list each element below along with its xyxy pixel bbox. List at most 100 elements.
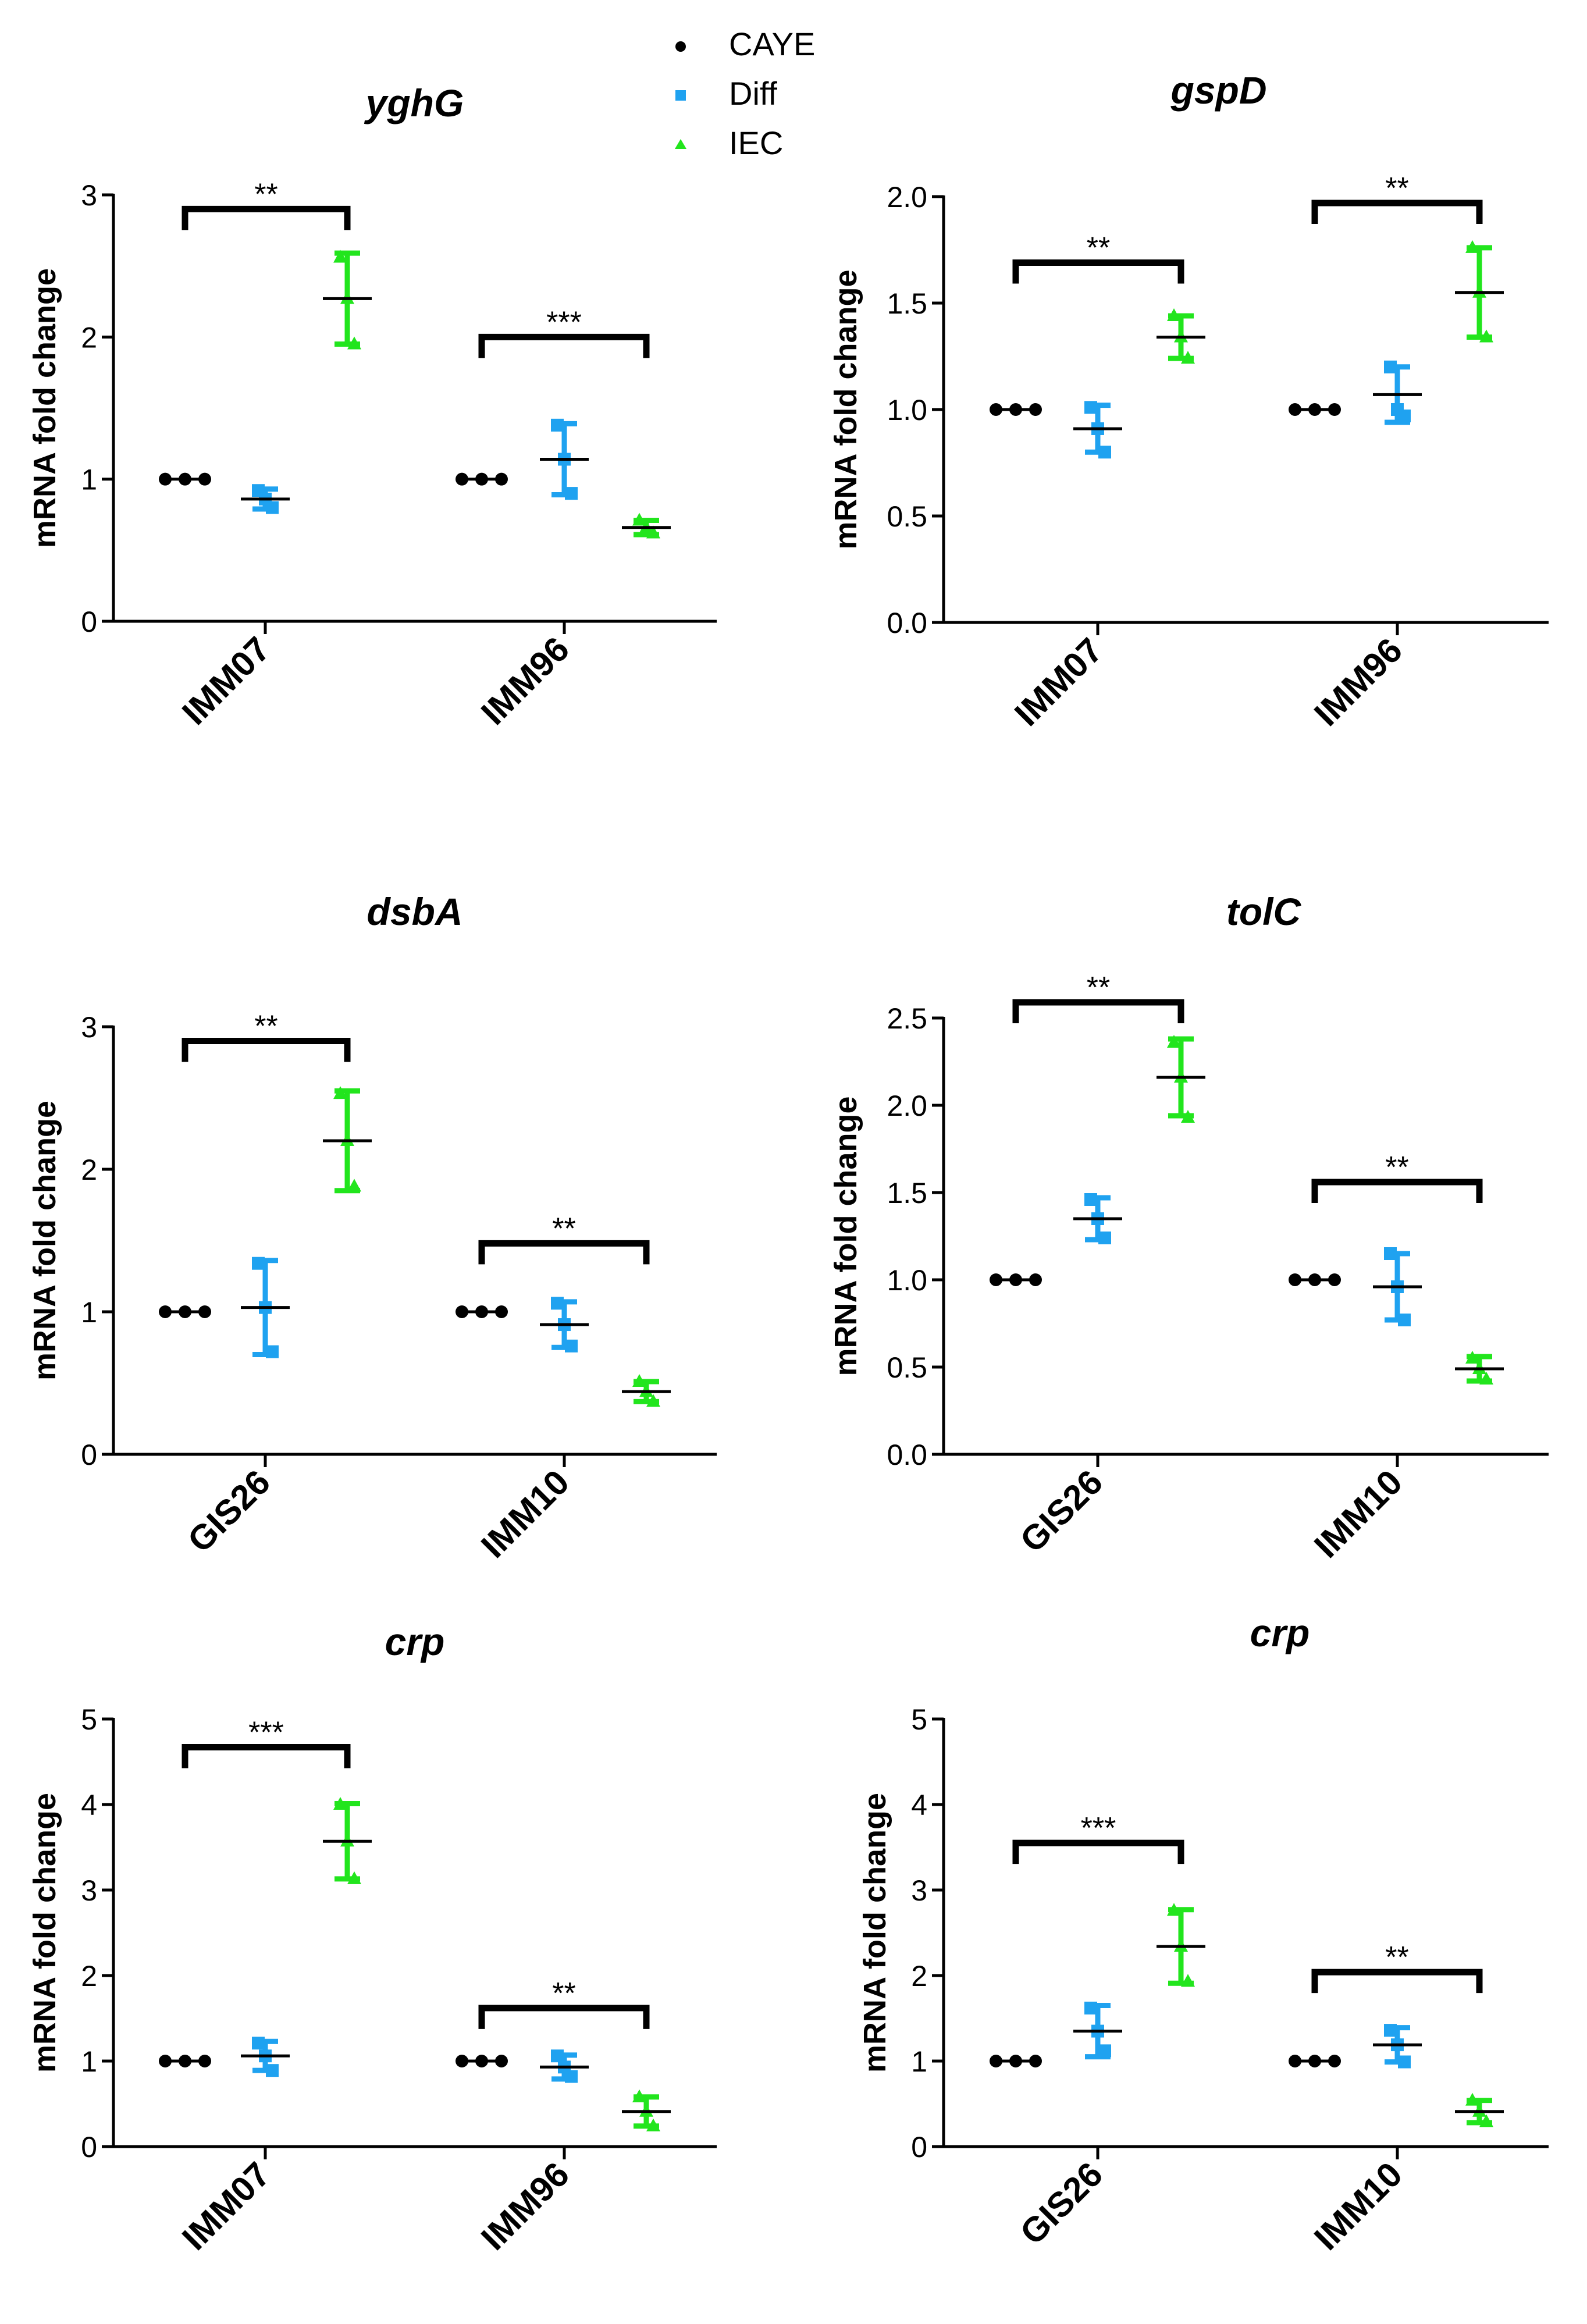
y-axis-label: mRNA fold change	[27, 268, 62, 548]
y-tick-label: 0.0	[887, 1439, 927, 1471]
significance-bracket	[478, 1240, 650, 1265]
x-tick-label: GIS26	[1013, 1462, 1111, 1560]
y-tick-label: 0	[81, 2131, 97, 2163]
data-point-diff	[1098, 2044, 1111, 2058]
y-tick-label: 3	[911, 1874, 927, 1907]
x-tick-label: IMM07	[175, 2155, 277, 2258]
data-point-iec	[1479, 329, 1493, 343]
data-point-diff	[551, 2049, 564, 2063]
data-point-iec	[1479, 1372, 1493, 1385]
data-point-iec	[347, 1871, 361, 1884]
x-tick-label: IMM10	[1307, 2155, 1410, 2258]
legend-diff-label: Diff	[729, 75, 777, 112]
y-tick-label: 5	[81, 1703, 97, 1736]
significance-bracket	[1311, 1969, 1483, 1994]
chart-title: crp	[1250, 1611, 1310, 1654]
data-point-diff	[565, 487, 578, 500]
data-point-iec	[646, 525, 660, 539]
y-tick-label: 0.5	[887, 500, 927, 533]
y-tick-label: 2.5	[887, 1002, 927, 1035]
y-tick-label: 1	[81, 464, 97, 496]
significance-bracket	[1012, 259, 1184, 284]
data-point-diff	[1084, 1193, 1097, 1206]
significance-bracket	[1012, 999, 1184, 1023]
y-axis-label: mRNA fold change	[828, 269, 863, 549]
y-tick-label: 3	[81, 179, 97, 212]
x-tick-label: IMM10	[1307, 1462, 1410, 1565]
significance-label: **	[552, 1212, 575, 1245]
data-point-iec	[1167, 1035, 1181, 1048]
data-point-iec	[1479, 2114, 1493, 2127]
y-axis-label: mRNA fold change	[857, 1793, 892, 2073]
data-point-diff	[1398, 1314, 1411, 1326]
y-tick-label: 0.0	[887, 607, 927, 639]
data-point-diff	[565, 1339, 578, 1353]
data-point-iec	[632, 2089, 646, 2102]
y-tick-label: 2	[81, 1154, 97, 1186]
x-tick-label: IMM07	[175, 629, 277, 732]
y-tick-label: 4	[911, 1789, 927, 1821]
data-point-diff	[252, 2037, 265, 2050]
significance-bracket	[182, 1038, 351, 1062]
significance-label: **	[1385, 1151, 1408, 1184]
significance-bracket	[182, 1744, 351, 1768]
significance-label: ***	[1081, 1811, 1116, 1845]
y-tick-label: 5	[911, 1703, 927, 1736]
significance-label: **	[254, 177, 277, 211]
data-point-diff	[266, 501, 279, 514]
y-tick-label: 1	[81, 1296, 97, 1329]
data-point-diff	[551, 1297, 564, 1310]
data-point-iec	[333, 1797, 347, 1810]
legend-caye-marker	[675, 41, 686, 52]
significance-label: **	[1385, 1941, 1408, 1974]
chart-title: gspD	[1170, 69, 1267, 112]
data-point-diff	[1384, 2024, 1397, 2037]
data-point-iec	[1465, 1351, 1479, 1364]
data-point-iec	[333, 250, 347, 263]
data-point-diff	[551, 418, 564, 432]
significance-bracket	[478, 2005, 650, 2029]
legend-item-caye: CAYE	[675, 26, 815, 62]
y-tick-label: 2	[81, 321, 97, 354]
y-tick-label: 2.0	[887, 181, 927, 213]
legend-iec-marker	[675, 139, 686, 149]
data-point-iec	[1465, 240, 1479, 253]
y-tick-label: 3	[81, 1011, 97, 1044]
significance-bracket	[1311, 200, 1483, 224]
y-tick-label: 4	[81, 1789, 97, 1821]
data-point-diff	[565, 2070, 578, 2083]
legend: CAYE Diff IEC	[675, 26, 815, 161]
data-point-iec	[333, 1086, 347, 1099]
data-point-iec	[1181, 1110, 1195, 1123]
y-tick-label: 2.0	[887, 1090, 927, 1122]
data-point-diff	[1084, 401, 1097, 414]
significance-bracket	[1012, 1839, 1184, 1864]
y-tick-label: 1.0	[887, 1264, 927, 1297]
significance-bracket	[1311, 1179, 1483, 1203]
data-point-iec	[1167, 1903, 1181, 1916]
y-tick-label: 0	[911, 2131, 927, 2163]
x-tick-label: GIS26	[1013, 2155, 1111, 2252]
data-point-iec	[1465, 2092, 1479, 2106]
x-tick-label: IMM10	[474, 1462, 577, 1565]
y-tick-label: 1	[81, 2045, 97, 2078]
data-point-diff	[266, 1345, 279, 1358]
data-point-diff	[1098, 1232, 1111, 1244]
data-point-iec	[646, 1394, 660, 1407]
data-point-diff	[1084, 2001, 1097, 2015]
significance-label: **	[1087, 231, 1110, 265]
y-tick-label: 1.0	[887, 394, 927, 426]
y-tick-label: 1.5	[887, 287, 927, 320]
chart-title: yghG	[364, 81, 464, 124]
y-axis-label: mRNA fold change	[27, 1793, 62, 2073]
panel-dsba: dsbA 0 1 2 3 mRNA fold change GIS26 IMM10 ** **	[27, 890, 717, 1565]
data-point-diff	[1398, 409, 1411, 422]
y-tick-label: 0	[81, 606, 97, 638]
data-point-iec	[347, 336, 361, 350]
legend-item-iec: IEC	[675, 124, 783, 161]
y-axis-label: mRNA fold change	[828, 1096, 863, 1376]
y-tick-label: 1.5	[887, 1177, 927, 1209]
x-tick-label: IMM96	[1307, 631, 1410, 734]
